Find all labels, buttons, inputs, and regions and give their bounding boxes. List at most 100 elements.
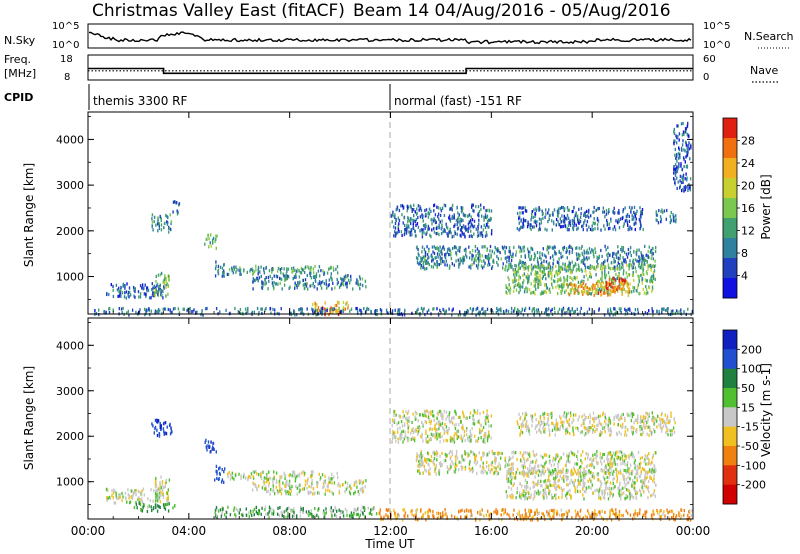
scatter-cell <box>485 209 487 213</box>
scatter-cell <box>539 264 541 268</box>
scatter-cell <box>571 270 573 274</box>
scatter-cell <box>159 505 161 510</box>
scatter-cell <box>509 291 511 295</box>
scatter-cell <box>258 511 260 515</box>
scatter-cell <box>522 465 525 469</box>
scatter-cell <box>639 457 642 461</box>
scatter-cell <box>569 310 572 314</box>
scatter-cell <box>363 506 365 510</box>
scatter-cell <box>425 259 427 263</box>
scatter-cell <box>548 307 550 311</box>
scatter-cell <box>283 274 285 278</box>
scatter-cell <box>312 487 315 491</box>
scatter-cell <box>639 210 642 214</box>
scatter-cell <box>494 451 497 455</box>
scatter-cell <box>686 132 688 136</box>
scatter-cell <box>477 266 479 270</box>
scatter-cell <box>442 307 444 311</box>
scatter-cell <box>320 307 322 311</box>
scatter-cell <box>619 267 621 271</box>
scatter-cell <box>156 509 159 513</box>
scatter-cell <box>575 223 577 227</box>
scatter-cell <box>323 509 325 513</box>
scatter-cell <box>553 509 556 513</box>
scatter-cell <box>638 256 641 260</box>
y-tick-label: 4000 <box>56 133 84 146</box>
scatter-cell <box>330 510 333 514</box>
scatter-cell <box>644 311 647 315</box>
scatter-cell <box>515 270 517 274</box>
scatter-cell <box>593 217 595 221</box>
scatter-cell <box>118 289 120 293</box>
scatter-cell <box>630 452 633 456</box>
scatter-cell <box>536 513 539 517</box>
scatter-cell <box>346 285 348 289</box>
scatter-cell <box>274 282 277 286</box>
scatter-cell <box>401 213 403 217</box>
scatter-cell <box>495 457 497 461</box>
scatter-cell <box>536 271 538 275</box>
scatter-cell <box>330 265 332 270</box>
scatter-cell <box>167 274 170 278</box>
scatter-cell <box>523 459 526 463</box>
scatter-cell <box>634 227 636 232</box>
scatter-cell <box>650 276 652 280</box>
scatter-cell <box>587 456 589 460</box>
scatter-cell <box>607 256 609 260</box>
scatter-cell <box>444 229 446 234</box>
scatter-cell <box>518 228 520 232</box>
scatter-cell <box>654 249 657 254</box>
scatter-cell <box>145 292 147 296</box>
scatter-cell <box>625 509 627 513</box>
scatter-cell <box>641 266 643 270</box>
scatter-cell <box>558 257 560 261</box>
scatter-cell <box>527 273 529 277</box>
scatter-cell <box>283 471 285 475</box>
scatter-cell <box>425 232 427 236</box>
scatter-cell <box>555 223 557 227</box>
scatter-cell <box>379 508 381 512</box>
scatter-cell <box>627 454 630 458</box>
scatter-cell <box>504 251 506 255</box>
scatter-cell <box>339 310 342 314</box>
scatter-cell <box>539 279 541 283</box>
scatter-cell <box>540 454 542 458</box>
scatter-cell <box>472 254 474 258</box>
scatter-cell <box>508 456 510 460</box>
scatter-cell <box>557 310 559 314</box>
scatter-cell <box>476 471 478 476</box>
scatter-cell <box>546 510 548 514</box>
scatter-cell <box>622 459 624 463</box>
scatter-cell <box>563 220 565 224</box>
scatter-cell <box>152 424 154 428</box>
scatter-cell <box>299 505 302 509</box>
scatter-cell <box>116 496 118 500</box>
scatter-cell <box>439 207 442 211</box>
scatter-cell <box>575 513 577 517</box>
scatter-cell <box>555 271 557 275</box>
scatter-cell <box>413 208 415 212</box>
scatter-cell <box>332 310 334 314</box>
scatter-cell <box>677 152 680 156</box>
scatter-cell <box>155 310 157 314</box>
scatter-cell <box>544 289 546 293</box>
scatter-cell <box>279 281 281 285</box>
scatter-cell <box>683 189 685 193</box>
scatter-cell <box>344 480 347 484</box>
scatter-cell <box>505 308 508 312</box>
scatter-cell <box>589 271 591 275</box>
scatter-cell <box>107 496 109 500</box>
scatter-cell <box>153 215 156 219</box>
scatter-cell <box>620 488 622 492</box>
scatter-cell <box>519 494 521 498</box>
scatter-cell <box>642 263 644 267</box>
scatter-cell <box>593 293 595 297</box>
scatter-cell <box>618 450 620 454</box>
scatter-cell <box>574 462 576 466</box>
scatter-cell <box>535 458 538 462</box>
scatter-cell <box>209 450 211 454</box>
scatter-cell <box>541 270 544 274</box>
scatter-cell <box>545 453 548 457</box>
scatter-cell <box>512 462 514 466</box>
